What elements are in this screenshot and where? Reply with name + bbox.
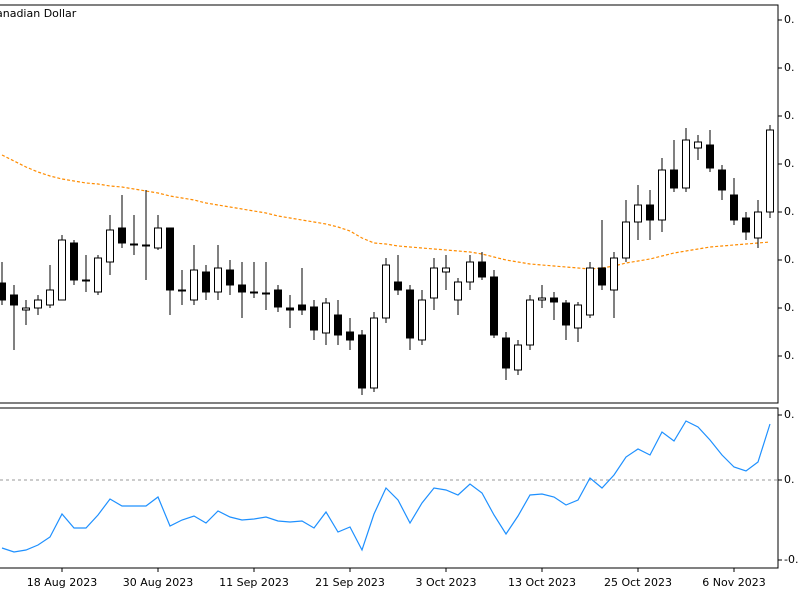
candle-body [250, 291, 258, 294]
candle-body [130, 243, 138, 246]
candle-body [442, 267, 450, 273]
y-tick-label: -0. [784, 553, 798, 566]
candle-body [490, 276, 498, 336]
y-tick-label: 0. [784, 349, 795, 362]
candle-body [658, 169, 666, 221]
candle-body [358, 334, 366, 389]
candle-body [694, 141, 702, 149]
candle-body [718, 169, 726, 191]
candle-body [586, 267, 594, 316]
candle-body [730, 194, 738, 221]
candle-body [406, 289, 414, 339]
candle-body [322, 302, 330, 334]
y-tick-label: 0. [784, 61, 795, 74]
candle-body [466, 261, 474, 283]
candle-body [610, 257, 618, 291]
candle-body [346, 331, 354, 341]
candle-body [310, 306, 318, 331]
candle-body [274, 289, 282, 308]
candle-body [382, 264, 390, 319]
candle-body [82, 279, 90, 282]
indicator-line [1, 420, 771, 553]
x-tick-label: 6 Nov 2023 [702, 576, 765, 589]
x-tick-label: 25 Oct 2023 [604, 576, 672, 589]
candle-body [646, 204, 654, 221]
candle-body [742, 217, 750, 233]
candle-body [166, 227, 174, 291]
candle-body [214, 267, 222, 293]
y-tick-label: 0. [784, 253, 795, 266]
y-tick-label: 0. [784, 473, 795, 486]
candle-body [226, 269, 234, 286]
candle-body [34, 299, 42, 309]
candle-body [142, 244, 150, 247]
y-tick-label: 0. [784, 157, 795, 170]
moving-average [1, 154, 771, 270]
candle-body [10, 294, 18, 306]
candle-body [22, 307, 30, 311]
y-tick-label: 0. [784, 301, 795, 314]
y-tick-label: 0. [784, 109, 795, 122]
price-panel-frame [0, 4, 779, 404]
candle-body [202, 271, 210, 293]
y-tick-label: 0. [784, 13, 795, 26]
candle-body [94, 257, 102, 293]
candle-body [334, 314, 342, 336]
x-tick-label: 18 Aug 2023 [27, 576, 97, 589]
candle-body [178, 289, 186, 292]
chart-title: anadian Dollar [0, 7, 77, 20]
candle-body [70, 242, 78, 281]
x-tick-label: 3 Oct 2023 [415, 576, 476, 589]
candle-body [706, 144, 714, 169]
candle-body [454, 281, 462, 301]
candle-body [262, 292, 270, 295]
candle-body [370, 317, 378, 389]
candle-body [58, 239, 66, 301]
candle-body [622, 221, 630, 259]
candle-body [550, 297, 558, 303]
candle-body [430, 267, 438, 299]
candle-body [238, 284, 246, 293]
candle-body [106, 229, 114, 263]
candle-body [286, 307, 294, 311]
candle-body [118, 227, 126, 244]
candle-body [478, 261, 486, 278]
candle-body [670, 169, 678, 189]
x-tick-label: 30 Aug 2023 [123, 576, 193, 589]
y-tick-label: 0. [784, 408, 795, 421]
candle-body [634, 204, 642, 223]
candle-body [394, 281, 402, 291]
candle-body [190, 269, 198, 301]
candle-body [418, 299, 426, 341]
candle-body [154, 227, 162, 249]
candle-body [766, 129, 774, 213]
x-tick-label: 13 Oct 2023 [508, 576, 576, 589]
indicator-panel-frame [0, 407, 779, 569]
candle-body [298, 304, 306, 311]
y-tick-label: 0. [784, 205, 795, 218]
candle-body [0, 282, 6, 301]
candle-body [574, 304, 582, 329]
candle-body [562, 302, 570, 326]
candle-body [46, 289, 54, 306]
x-tick-label: 21 Sep 2023 [315, 576, 385, 589]
x-tick-label: 11 Sep 2023 [219, 576, 289, 589]
candle-body [514, 344, 522, 371]
candle-body [502, 337, 510, 369]
candle-body [754, 211, 762, 239]
candle-body [538, 297, 546, 301]
candle-body [682, 139, 690, 189]
candle-body [598, 267, 606, 286]
candle-body [526, 299, 534, 346]
